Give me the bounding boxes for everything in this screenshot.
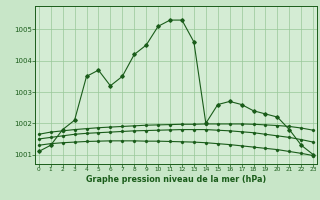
- X-axis label: Graphe pression niveau de la mer (hPa): Graphe pression niveau de la mer (hPa): [86, 175, 266, 184]
